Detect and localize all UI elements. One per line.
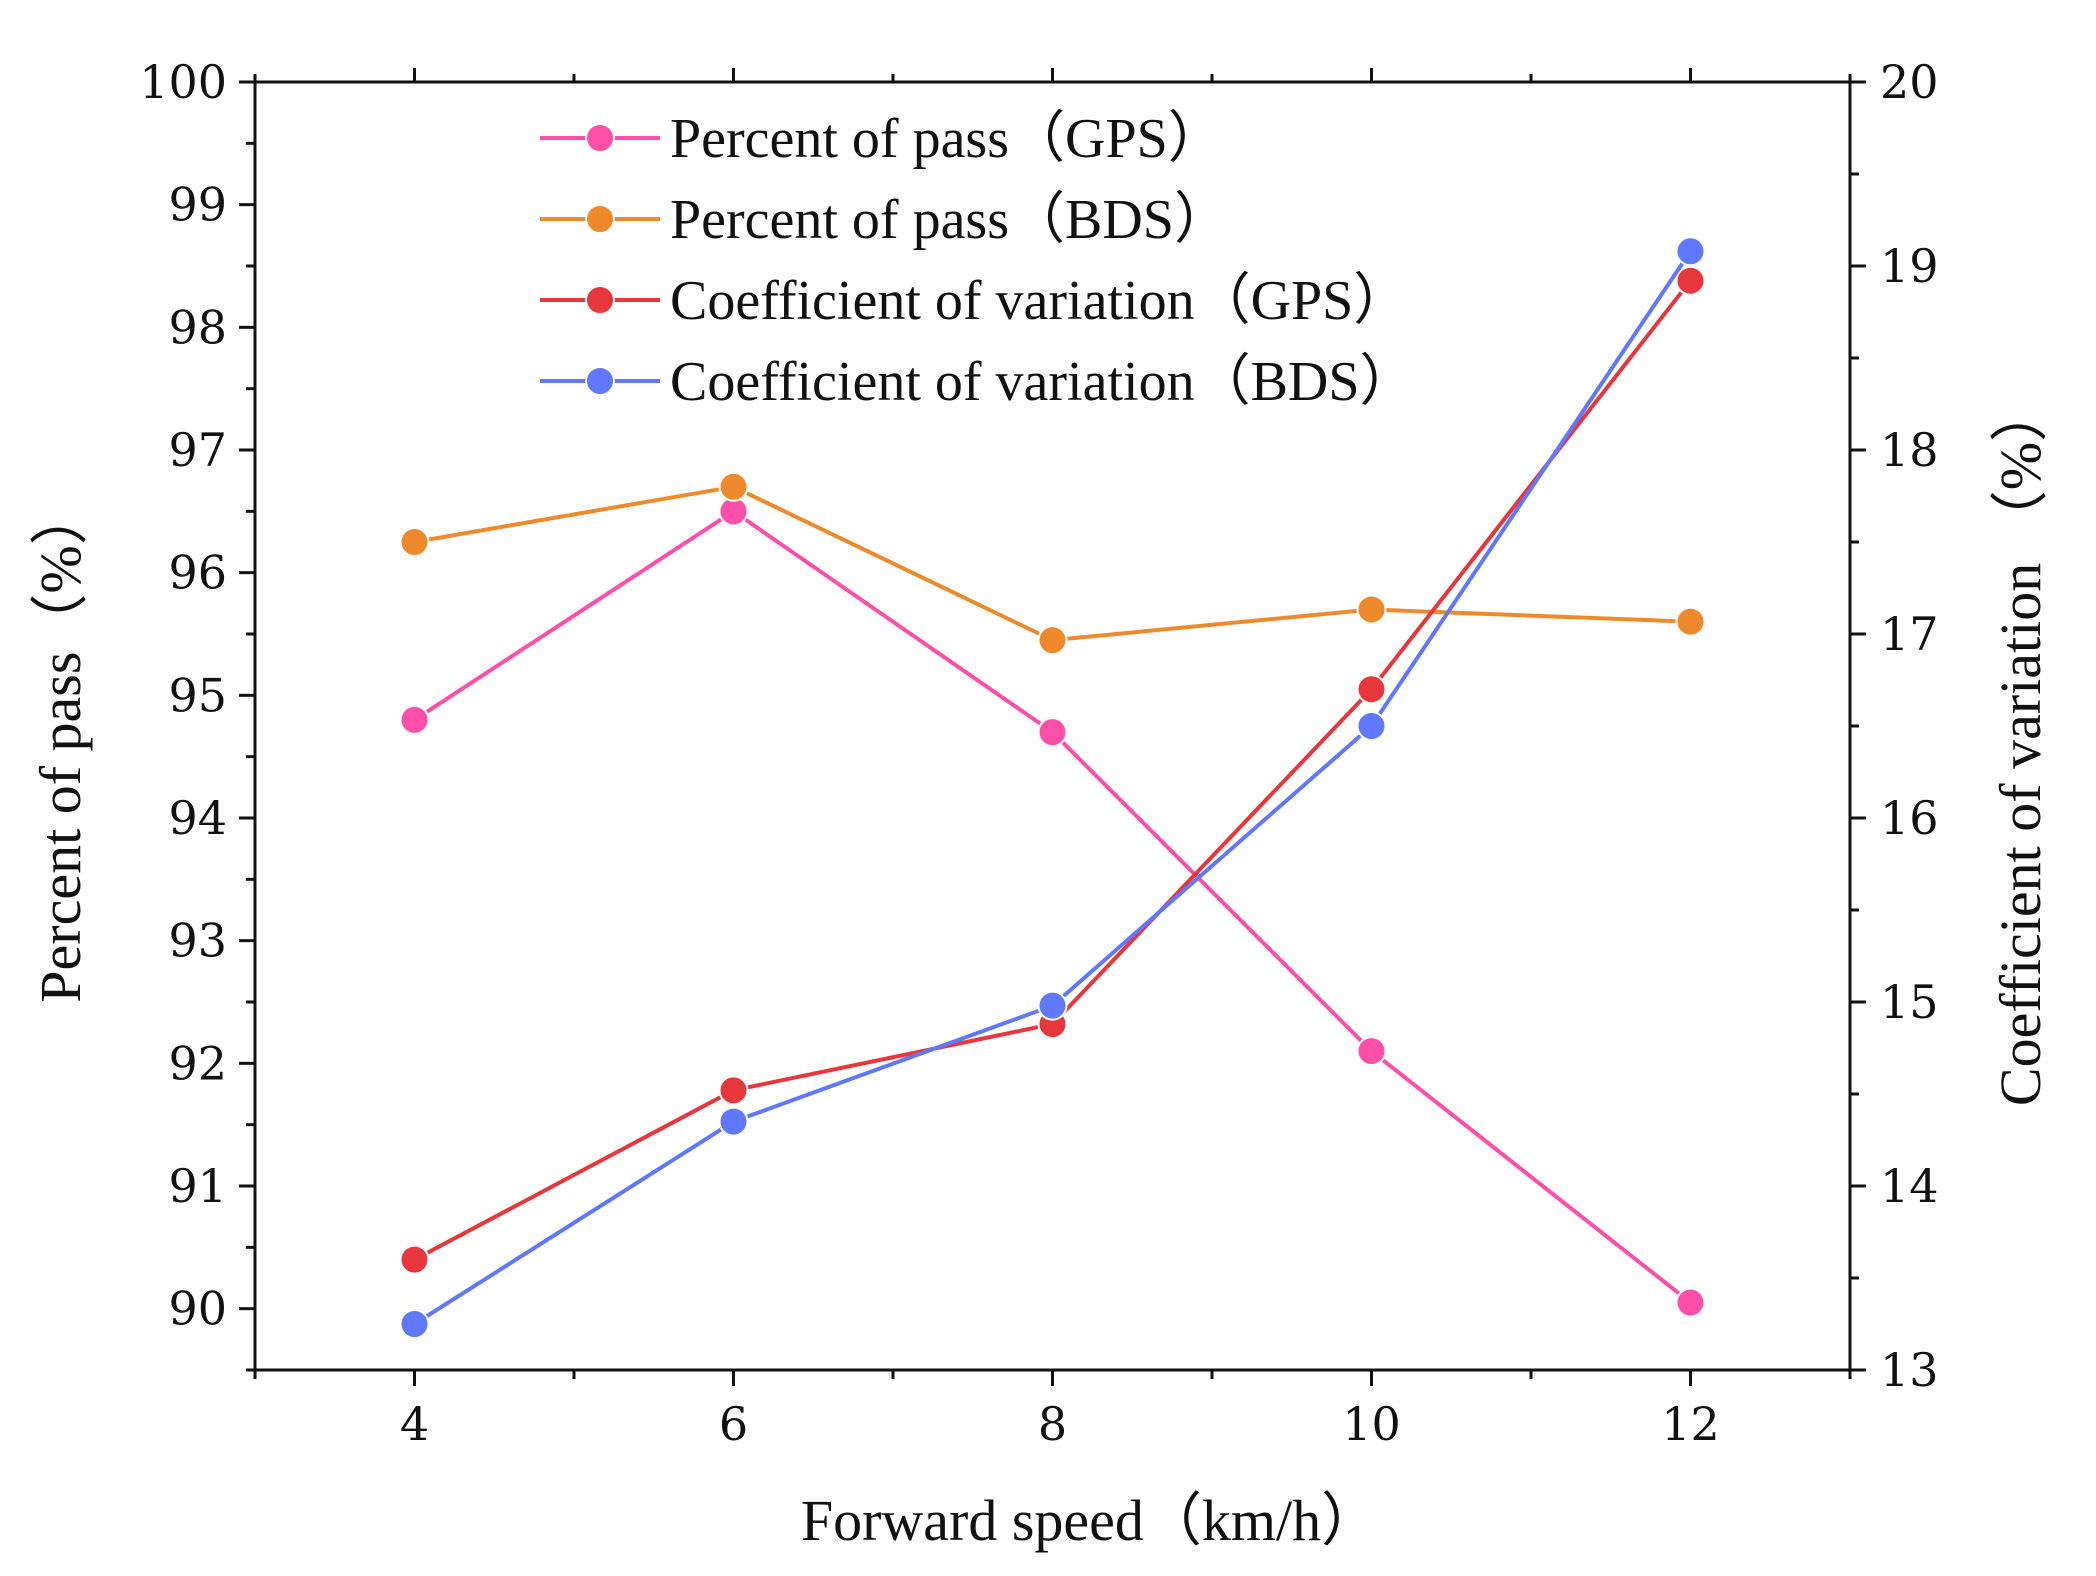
data-point	[1356, 1036, 1387, 1067]
legend-item-3: Coefficient of variation（GPS）	[540, 270, 1409, 332]
data-point	[1675, 236, 1706, 267]
y-right-tick-label: 16	[1880, 791, 1939, 845]
legend-item-2: Percent of pass（BDS）	[540, 189, 1230, 251]
y-left-tick-label: 93	[168, 914, 227, 968]
data-point	[1675, 606, 1706, 637]
legend-swatch-marker	[585, 285, 615, 315]
x-tick-label: 12	[1661, 1397, 1720, 1451]
data-point	[718, 471, 749, 502]
data-point	[1356, 594, 1387, 625]
legend-item-4: Coefficient of variation（BDS）	[540, 351, 1416, 413]
data-point	[1675, 265, 1706, 296]
x-axis-title: Forward speed（km/h）	[801, 1488, 1379, 1553]
y-right-tick-label: 18	[1880, 423, 1939, 477]
data-point	[1037, 625, 1068, 656]
data-point	[399, 704, 430, 735]
data-point	[718, 1075, 749, 1106]
y-axis-right-title: Coefficient of variation （%）	[1988, 384, 2053, 1106]
y-right-tick-label: 17	[1880, 607, 1939, 661]
x-tick-label: 6	[719, 1397, 748, 1451]
legend-label: Coefficient of variation（BDS）	[670, 351, 1416, 413]
y-axis-left-title: Percent of pass（%）	[28, 487, 93, 1002]
x-tick-label: 8	[1038, 1397, 1067, 1451]
data-point	[1356, 711, 1387, 741]
y-right-tick-label: 15	[1880, 975, 1939, 1029]
data-point	[399, 1244, 430, 1275]
series-3	[399, 265, 1706, 1275]
data-point	[399, 527, 430, 557]
y-right-tick-label: 20	[1880, 55, 1939, 109]
legend-label: Percent of pass（BDS）	[670, 189, 1230, 251]
legend-label: Coefficient of variation（GPS）	[670, 270, 1409, 332]
data-point	[399, 1309, 430, 1339]
series-1	[399, 496, 1706, 1318]
series-2	[399, 471, 1706, 656]
x-tick-label: 10	[1342, 1397, 1401, 1451]
y-right-tick-label: 14	[1880, 1159, 1939, 1213]
legend-label: Percent of pass（GPS）	[670, 108, 1224, 170]
legend: Percent of pass（GPS） Percent of pass（BDS）…	[540, 108, 1416, 413]
data-point	[1037, 717, 1068, 748]
y-left-tick-label: 97	[168, 423, 227, 477]
y-left-tick-label: 99	[168, 178, 227, 232]
series-line	[414, 484, 1691, 643]
series-line	[413, 279, 1693, 1262]
y-left-tick-label: 92	[168, 1036, 227, 1090]
tick-layer: 4 6 8 10 12 90 91 92 93 94 95 96 97 98 99 100 13 14 15 16 17…	[139, 55, 1938, 1451]
y-left-tick-label: 96	[168, 546, 227, 600]
y-left-tick-label: 98	[168, 300, 227, 354]
data-point	[1037, 990, 1068, 1021]
y-left-tick-label: 100	[139, 55, 227, 109]
data-point	[1356, 674, 1387, 705]
data-point	[1675, 1287, 1706, 1318]
x-tick-label: 4	[400, 1397, 429, 1451]
y-left-tick-label: 90	[168, 1282, 227, 1336]
legend-swatch-marker	[585, 123, 615, 153]
y-left-tick-label: 94	[168, 791, 227, 845]
series-4	[399, 236, 1706, 1339]
y-left-tick-label: 91	[168, 1159, 227, 1213]
y-right-tick-label: 19	[1880, 239, 1939, 293]
legend-item-1: Percent of pass（GPS）	[540, 108, 1224, 170]
y-right-tick-label: 13	[1880, 1343, 1939, 1397]
legend-swatch-marker	[585, 366, 615, 396]
series-layer	[399, 236, 1706, 1339]
y-left-tick-label: 95	[168, 668, 227, 722]
data-point	[718, 1106, 749, 1137]
legend-swatch-marker	[585, 204, 615, 234]
